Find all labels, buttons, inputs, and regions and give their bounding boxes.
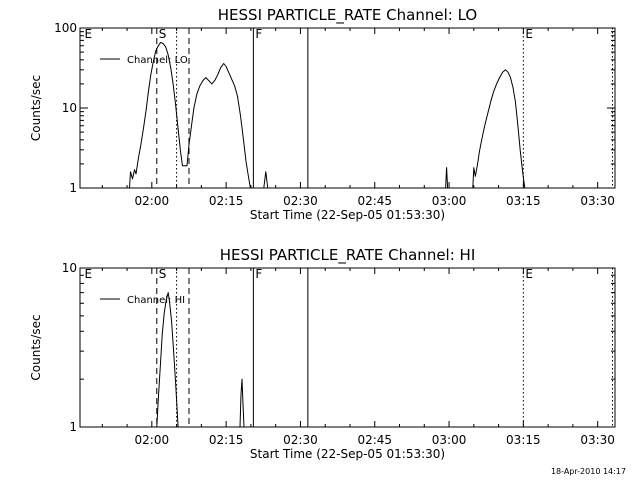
y-tick-label: 1 [69, 420, 77, 434]
x-tick-label: 02:00 [135, 433, 170, 447]
y-tick-label: 100 [54, 21, 77, 35]
x-tick-label: 03:15 [506, 194, 541, 208]
series-line [445, 167, 449, 189]
legend-label: Channel: LO [127, 55, 188, 66]
y-axis-label: Counts/sec [29, 75, 43, 141]
marker-label: E [84, 27, 92, 41]
marker-label: E [84, 267, 92, 281]
x-axis-label: Start Time (22-Sep-05 01:53:30) [250, 208, 445, 222]
series-line [472, 69, 526, 189]
marker-label: F [255, 27, 262, 41]
lo-channel-panel: HESSI PARTICLE_RATE Channel: LO 02:00 02:1… [29, 6, 616, 222]
x-tick-label: 02:30 [283, 194, 318, 208]
chart-title: HESSI PARTICLE_RATE Channel: HI [220, 246, 476, 265]
footer-timestamp: 18-Apr-2010 14:17 [551, 467, 626, 476]
series-line [129, 41, 251, 189]
chart-title: HESSI PARTICLE_RATE Channel: LO [218, 6, 477, 25]
x-axis-label: Start Time (22-Sep-05 01:53:30) [250, 447, 445, 461]
y-tick-label: 10 [62, 101, 77, 115]
series-line [239, 378, 245, 428]
x-tick-label: 02:15 [209, 433, 244, 447]
legend-label: Channel: HI [127, 295, 185, 306]
x-tick-label: 03:30 [580, 433, 615, 447]
marker-label: S [159, 267, 167, 281]
marker-label: E [525, 27, 533, 41]
x-tick-label: 02:15 [209, 194, 244, 208]
x-tick-label: 03:00 [432, 433, 467, 447]
marker-label: F [255, 267, 262, 281]
series-line [263, 171, 269, 189]
x-tick-label: 02:45 [357, 194, 392, 208]
x-tick-label: 03:15 [506, 433, 541, 447]
hi-channel-panel: HESSI PARTICLE_RATE Channel: HI 02:00 02:1… [29, 246, 616, 461]
x-tick-label: 02:30 [283, 433, 318, 447]
x-tick-label: 02:00 [135, 194, 170, 208]
plot-frame [79, 27, 616, 189]
y-axis-label: Counts/sec [29, 314, 43, 380]
series-line [156, 292, 179, 428]
marker-label: E [525, 267, 533, 281]
x-tick-label: 02:45 [357, 433, 392, 447]
y-tick-label: 1 [69, 181, 77, 195]
y-tick-label: 10 [62, 261, 77, 275]
x-tick-label: 03:00 [432, 194, 467, 208]
plot-frame [79, 267, 616, 428]
x-tick-label: 03:30 [580, 194, 615, 208]
marker-label: S [159, 27, 167, 41]
